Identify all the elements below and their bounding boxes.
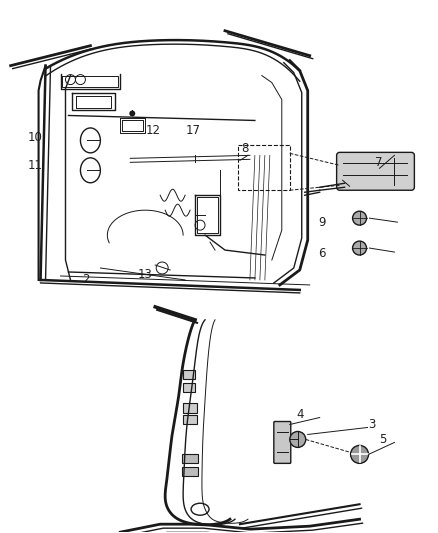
Text: 5: 5 xyxy=(379,433,386,446)
FancyBboxPatch shape xyxy=(183,383,195,392)
Text: 12: 12 xyxy=(146,124,161,137)
Circle shape xyxy=(353,241,367,255)
FancyBboxPatch shape xyxy=(183,402,197,413)
Text: 2: 2 xyxy=(81,273,89,286)
Text: 7: 7 xyxy=(375,156,382,169)
FancyBboxPatch shape xyxy=(183,415,197,424)
FancyBboxPatch shape xyxy=(182,455,198,463)
FancyBboxPatch shape xyxy=(337,152,414,190)
Text: 11: 11 xyxy=(28,159,43,172)
Circle shape xyxy=(353,211,367,225)
Text: 17: 17 xyxy=(186,124,201,137)
FancyBboxPatch shape xyxy=(183,370,195,378)
FancyBboxPatch shape xyxy=(182,467,198,477)
Circle shape xyxy=(350,446,368,463)
Circle shape xyxy=(129,110,135,117)
Text: 9: 9 xyxy=(318,216,325,229)
Text: 6: 6 xyxy=(318,247,325,260)
Text: 4: 4 xyxy=(296,408,304,421)
Text: 10: 10 xyxy=(28,131,43,144)
Text: 8: 8 xyxy=(241,142,249,155)
Circle shape xyxy=(290,432,306,447)
FancyBboxPatch shape xyxy=(274,422,291,463)
Text: 3: 3 xyxy=(368,418,375,431)
Text: 13: 13 xyxy=(138,269,153,281)
